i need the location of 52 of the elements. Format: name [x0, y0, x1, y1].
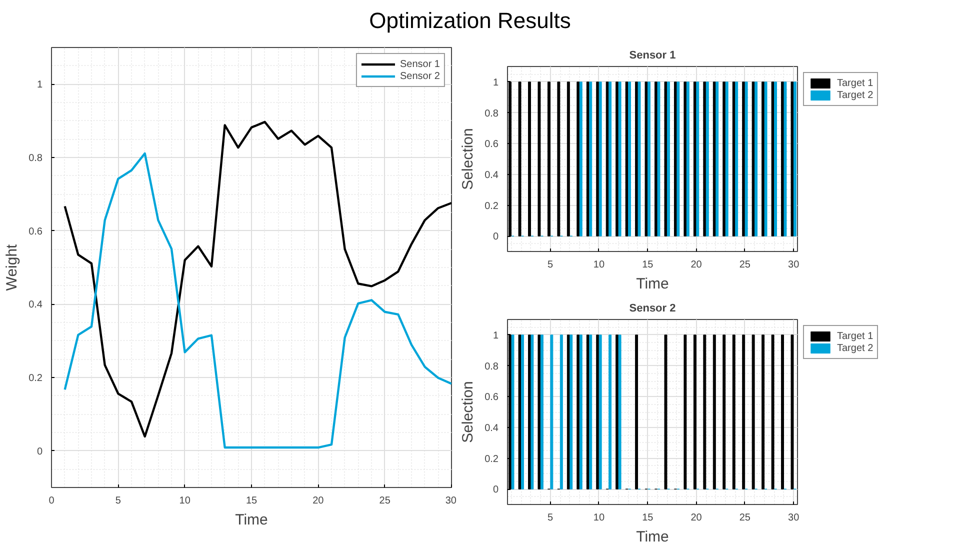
y-axis-title: Selection	[460, 128, 477, 190]
x-tick-label: 20	[312, 496, 324, 506]
x-tick-label: 25	[739, 260, 751, 270]
legend-label: Target 2	[837, 342, 874, 354]
x-tick-label: 30	[788, 260, 800, 270]
y-tick-label: 0.6	[484, 392, 499, 404]
x-tick-label: 10	[593, 512, 605, 524]
x-tick-label: 0	[48, 496, 55, 506]
y-tick-label: 0.2	[28, 373, 43, 384]
y-tick-label: 0.8	[484, 361, 499, 372]
x-tick-label: 30	[445, 496, 457, 506]
y-tick-label: 0	[492, 232, 499, 243]
y-tick-label: 0.4	[28, 300, 43, 311]
x-axis-title: Time	[636, 276, 669, 292]
y-tick-label: 0.8	[484, 108, 499, 120]
x-tick-label: 20	[690, 260, 702, 270]
x-tick-label: 10	[593, 260, 605, 270]
y-tick-label: 0.6	[28, 226, 43, 238]
x-tick-label: 25	[739, 512, 751, 524]
y-tick-label: 0.4	[484, 422, 499, 434]
legend-label: Target 1	[837, 78, 874, 88]
y-tick-label: 0.8	[28, 153, 43, 164]
y-tick-label: 0	[36, 446, 43, 458]
legend-label: Sensor 1	[400, 58, 440, 70]
x-tick-label: 15	[642, 512, 654, 524]
chart-title: Sensor 1	[629, 50, 676, 62]
legend-label: Sensor 2	[400, 70, 440, 82]
y-tick-label: 0.2	[484, 200, 499, 212]
x-tick-label: 5	[548, 260, 554, 270]
x-tick-label: 15	[642, 260, 654, 270]
y-tick-label: 0.6	[484, 139, 499, 150]
legend-label: Target 2	[837, 90, 874, 100]
x-axis-title: Time	[636, 528, 669, 546]
x-tick-label: 30	[788, 512, 800, 524]
chart-title: Optimization Results	[369, 7, 571, 35]
x-tick-label: 10	[179, 496, 191, 506]
y-axis-title: Selection	[460, 381, 477, 443]
x-tick-label: 5	[548, 512, 554, 524]
y-axis-title: Weight	[4, 243, 21, 291]
y-tick-label: 1	[36, 80, 43, 91]
chart-title: Sensor 2	[629, 302, 676, 314]
y-tick-label: 0	[492, 484, 499, 496]
x-tick-label: 5	[115, 496, 122, 506]
x-tick-label: 25	[379, 496, 391, 506]
x-tick-label: 15	[246, 496, 258, 506]
legend-label: Target 1	[837, 330, 874, 342]
y-tick-label: 1	[492, 77, 499, 88]
x-axis-title: Time	[235, 512, 268, 528]
y-tick-label: 0.4	[484, 170, 499, 181]
y-tick-label: 0.2	[484, 454, 499, 465]
y-tick-label: 1	[492, 330, 499, 342]
x-tick-label: 20	[690, 512, 702, 524]
